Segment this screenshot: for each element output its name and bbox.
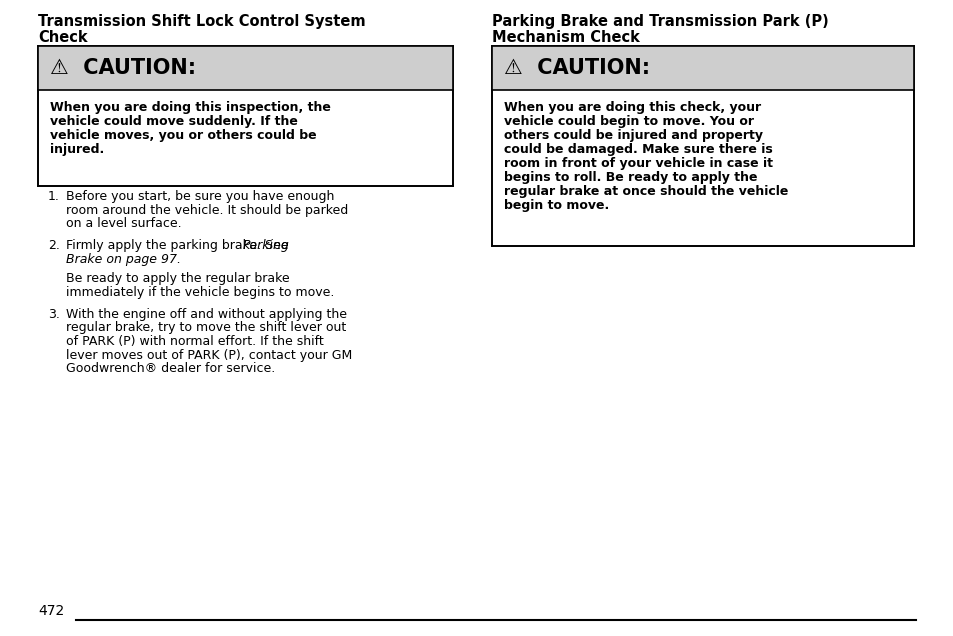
Text: When you are doing this check, your: When you are doing this check, your xyxy=(503,101,760,114)
Text: Parking Brake and Transmission Park (P): Parking Brake and Transmission Park (P) xyxy=(492,14,828,29)
Text: vehicle moves, you or others could be: vehicle moves, you or others could be xyxy=(50,129,316,142)
Text: room in front of your vehicle in case it: room in front of your vehicle in case it xyxy=(503,157,772,170)
Text: 3.: 3. xyxy=(48,308,60,321)
Text: 1.: 1. xyxy=(48,190,60,203)
Text: Brake on page 97.: Brake on page 97. xyxy=(66,252,181,266)
Text: begins to roll. Be ready to apply the: begins to roll. Be ready to apply the xyxy=(503,170,757,184)
Text: vehicle could move suddenly. If the: vehicle could move suddenly. If the xyxy=(50,115,297,128)
Text: Check: Check xyxy=(38,30,88,45)
Text: vehicle could begin to move. You or: vehicle could begin to move. You or xyxy=(503,115,753,128)
Bar xyxy=(38,46,453,90)
Text: injured.: injured. xyxy=(50,143,104,156)
Text: begin to move.: begin to move. xyxy=(503,198,609,212)
Text: regular brake at once should the vehicle: regular brake at once should the vehicle xyxy=(503,184,787,198)
Text: 472: 472 xyxy=(38,604,64,618)
Text: regular brake, try to move the shift lever out: regular brake, try to move the shift lev… xyxy=(66,321,346,335)
Bar xyxy=(492,46,913,246)
Text: Transmission Shift Lock Control System: Transmission Shift Lock Control System xyxy=(38,14,365,29)
Text: on a level surface.: on a level surface. xyxy=(66,218,181,230)
Text: With the engine off and without applying the: With the engine off and without applying… xyxy=(66,308,347,321)
Text: immediately if the vehicle begins to move.: immediately if the vehicle begins to mov… xyxy=(66,286,334,299)
Text: of PARK (P) with normal effort. If the shift: of PARK (P) with normal effort. If the s… xyxy=(66,335,323,348)
Text: ⚠  CAUTION:: ⚠ CAUTION: xyxy=(50,58,196,78)
Text: 2.: 2. xyxy=(48,239,60,252)
Text: others could be injured and property: others could be injured and property xyxy=(503,129,762,142)
Text: Before you start, be sure you have enough: Before you start, be sure you have enoug… xyxy=(66,190,334,203)
Text: When you are doing this inspection, the: When you are doing this inspection, the xyxy=(50,101,331,114)
Text: Firmly apply the parking brake. See: Firmly apply the parking brake. See xyxy=(66,239,293,252)
Text: ⚠  CAUTION:: ⚠ CAUTION: xyxy=(503,58,649,78)
Text: Parking: Parking xyxy=(242,239,289,252)
Text: lever moves out of PARK (P), contact your GM: lever moves out of PARK (P), contact you… xyxy=(66,349,352,362)
Text: could be damaged. Make sure there is: could be damaged. Make sure there is xyxy=(503,143,772,156)
Bar xyxy=(38,46,453,186)
Bar xyxy=(492,46,913,90)
Text: Goodwrench® dealer for service.: Goodwrench® dealer for service. xyxy=(66,363,275,375)
Text: Mechanism Check: Mechanism Check xyxy=(492,30,639,45)
Text: Be ready to apply the regular brake: Be ready to apply the regular brake xyxy=(66,272,290,286)
Text: room around the vehicle. It should be parked: room around the vehicle. It should be pa… xyxy=(66,204,348,217)
